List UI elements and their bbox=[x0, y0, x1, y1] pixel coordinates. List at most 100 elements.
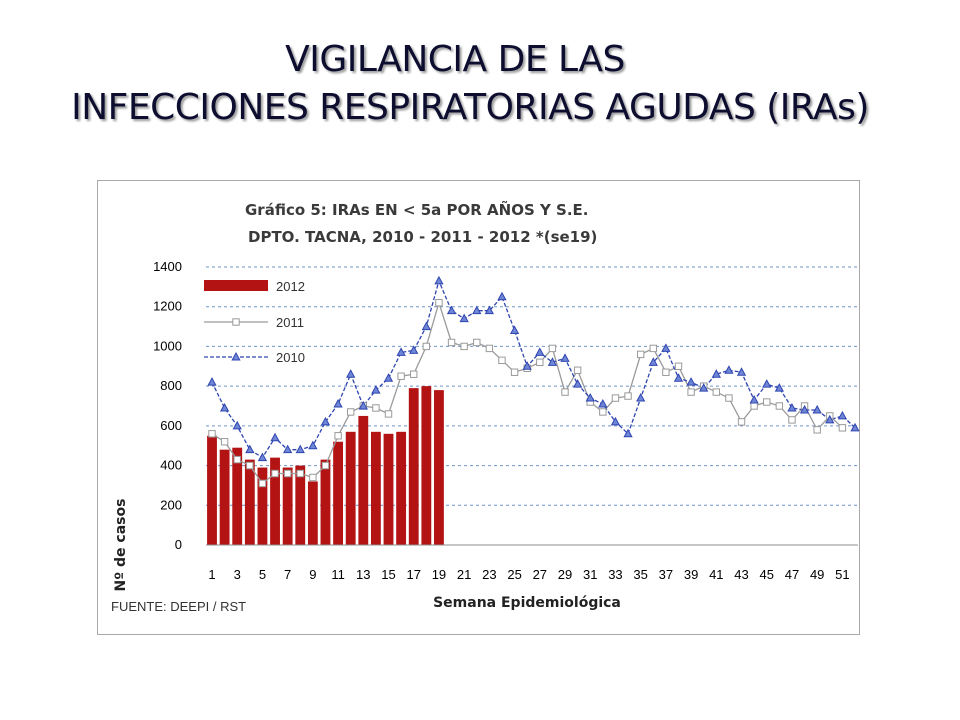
x-tick-label: 41 bbox=[709, 567, 723, 582]
point-2011 bbox=[397, 372, 405, 380]
point-2011 bbox=[548, 344, 557, 353]
chart-title-line1: Gráfico 5: IRAs EN < 5a POR AÑOS Y S.E. bbox=[245, 200, 589, 219]
y-tick-label: 1400 bbox=[153, 259, 182, 274]
point-2011 bbox=[309, 473, 317, 482]
gridlines bbox=[206, 266, 858, 506]
point-2011 bbox=[775, 402, 784, 410]
point-2010 bbox=[850, 422, 860, 432]
point-2011 bbox=[460, 342, 468, 351]
x-tick-label: 31 bbox=[583, 567, 597, 582]
bar-2012 bbox=[383, 433, 394, 545]
point-2011 bbox=[636, 350, 645, 359]
x-tick-label: 23 bbox=[482, 567, 496, 582]
point-2011 bbox=[788, 416, 796, 424]
bars-2012 bbox=[207, 386, 444, 545]
point-2010 bbox=[661, 343, 671, 352]
point-2010 bbox=[270, 432, 280, 442]
x-tick-label: 47 bbox=[785, 567, 799, 582]
bar-2012 bbox=[320, 459, 331, 545]
chart-svg: Gráfico 5: IRAs EN < 5a POR AÑOS Y S.E. … bbox=[111, 200, 860, 614]
point-2010 bbox=[346, 369, 356, 378]
x-tick-labels: 1 3 5 7 9 11 13 15 17 19 21 23 25 27 29 31 33 35 37 39 41 43 4… bbox=[208, 567, 849, 582]
y-tick-label: 0 bbox=[175, 537, 182, 552]
source-note: FUENTE: DEEPI / RST bbox=[111, 599, 246, 614]
chart-title-line2: DPTO. TACNA, 2010 - 2011 - 2012 *(se19) bbox=[248, 228, 597, 246]
point-2011 bbox=[561, 388, 569, 396]
x-tick-label: 15 bbox=[381, 567, 395, 582]
point-2011 bbox=[750, 402, 758, 410]
point-2010 bbox=[358, 400, 368, 410]
x-tick-label: 49 bbox=[810, 567, 824, 582]
point-2010 bbox=[320, 416, 331, 426]
point-2011 bbox=[246, 461, 254, 470]
point-2010 bbox=[522, 361, 532, 370]
point-2010 bbox=[585, 393, 595, 402]
y-tick-label: 200 bbox=[160, 497, 182, 512]
point-2011 bbox=[321, 461, 330, 470]
point-2011 bbox=[435, 299, 443, 307]
x-tick-label: 13 bbox=[356, 567, 370, 582]
point-2010 bbox=[699, 383, 709, 392]
x-tick-label: 37 bbox=[659, 567, 673, 582]
point-2011 bbox=[838, 424, 847, 432]
slide-title-line2: INFECCIONES RESPIRATORIAS AGUDAS (IRAs) bbox=[71, 87, 869, 128]
point-2010 bbox=[636, 393, 646, 402]
point-2010 bbox=[446, 305, 457, 315]
point-2011 bbox=[498, 356, 506, 365]
bar-2012 bbox=[408, 388, 419, 545]
point-2010 bbox=[610, 416, 621, 426]
x-tick-label: 45 bbox=[760, 567, 774, 582]
point-2010 bbox=[736, 367, 747, 376]
y-tick-label: 1000 bbox=[153, 338, 182, 353]
point-2010 bbox=[472, 305, 482, 315]
point-2011 bbox=[283, 469, 292, 478]
point-2010 bbox=[560, 353, 570, 362]
x-tick-label: 33 bbox=[608, 567, 622, 582]
point-2011 bbox=[473, 338, 481, 347]
slide-title-line1: VIGILANCIA DE LAS bbox=[285, 39, 625, 80]
bar-2012 bbox=[257, 467, 268, 545]
y-tick-label: 1200 bbox=[153, 299, 182, 314]
legend-marker-2010 bbox=[231, 351, 241, 361]
y-tick-label: 600 bbox=[160, 418, 182, 433]
x-tick-label: 27 bbox=[533, 567, 547, 582]
point-2010 bbox=[837, 410, 848, 420]
point-2010 bbox=[787, 402, 797, 412]
point-2010 bbox=[673, 373, 684, 382]
point-2010 bbox=[749, 394, 759, 404]
point-2010 bbox=[686, 377, 696, 386]
legend-swatch-2012 bbox=[204, 280, 268, 291]
point-2011 bbox=[624, 392, 632, 400]
bar-2012 bbox=[282, 467, 293, 545]
point-2010 bbox=[283, 444, 293, 454]
x-axis-label: Semana Epidemiológica bbox=[433, 595, 621, 611]
legend-label-2010: 2010 bbox=[276, 350, 305, 365]
point-2010 bbox=[572, 379, 583, 388]
bar-2012 bbox=[207, 435, 217, 545]
point-2011 bbox=[410, 370, 418, 378]
legend-marker-2011 bbox=[232, 318, 240, 326]
point-2010 bbox=[207, 377, 217, 386]
point-2010 bbox=[383, 373, 394, 382]
point-2011 bbox=[510, 368, 519, 376]
point-2011 bbox=[813, 426, 821, 434]
legend: 2012 2011 2010 bbox=[204, 279, 305, 365]
chart-frame: Gráfico 5: IRAs EN < 5a POR AÑOS Y S.E. … bbox=[97, 180, 860, 635]
x-tick-label: 43 bbox=[734, 567, 748, 582]
point-2010 bbox=[812, 404, 822, 414]
bar-2012 bbox=[370, 431, 381, 545]
x-tick-label: 7 bbox=[284, 567, 291, 582]
y-tick-labels: 0 200 400 600 800 1000 1200 1400 bbox=[153, 259, 182, 552]
point-2011 bbox=[599, 408, 607, 416]
point-2011 bbox=[447, 338, 456, 347]
x-tick-label: 5 bbox=[259, 567, 266, 582]
point-2010 bbox=[434, 275, 444, 285]
y-axis-label: Nº de casos bbox=[113, 499, 129, 592]
point-2011 bbox=[649, 344, 657, 353]
slide-title: VIGILANCIA DE LAS INFECCIONES RESPIRATOR… bbox=[0, 36, 940, 132]
point-2011 bbox=[346, 408, 355, 416]
point-2010 bbox=[333, 398, 343, 408]
bar-2012 bbox=[333, 441, 343, 545]
point-2011 bbox=[763, 398, 771, 406]
point-2010 bbox=[724, 365, 734, 374]
